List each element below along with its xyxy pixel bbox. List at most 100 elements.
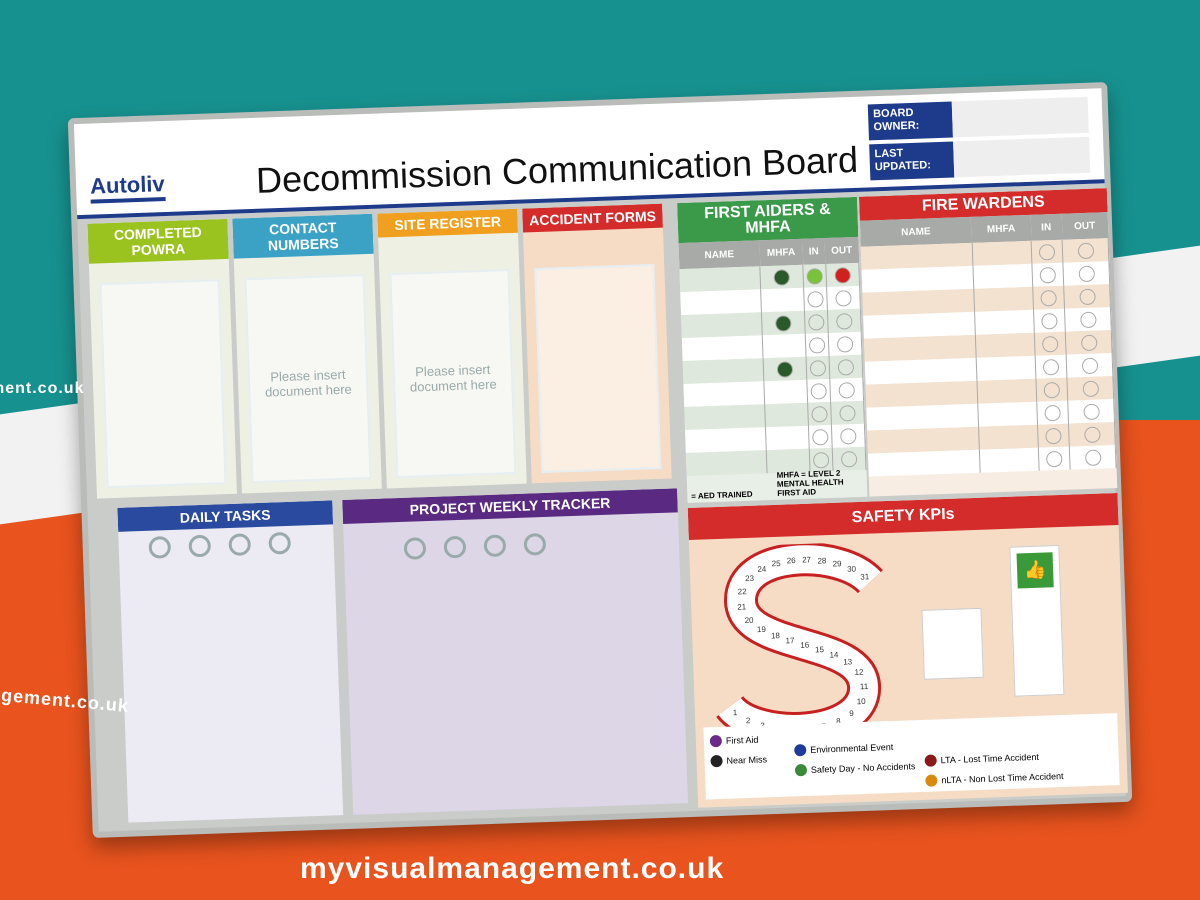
status-slider[interactable]: 👍 xyxy=(1009,545,1065,697)
day-cell[interactable]: 18 xyxy=(771,631,781,640)
mhfa-cell[interactable] xyxy=(765,425,810,451)
mhfa-cell[interactable] xyxy=(979,447,1040,473)
out-cell[interactable] xyxy=(827,308,862,333)
day-cell[interactable]: 29 xyxy=(832,559,842,568)
name-cell[interactable] xyxy=(683,381,765,408)
day-cell[interactable]: 16 xyxy=(800,641,810,650)
name-cell[interactable] xyxy=(679,266,761,293)
out-cell[interactable] xyxy=(831,423,866,448)
document-pocket[interactable] xyxy=(534,263,662,474)
out-cell[interactable] xyxy=(1066,353,1113,378)
out-cell[interactable] xyxy=(1069,445,1117,470)
document-pocket[interactable] xyxy=(99,279,227,489)
name-cell[interactable] xyxy=(682,358,765,385)
name-cell[interactable] xyxy=(685,427,767,454)
mhfa-cell[interactable] xyxy=(760,264,804,290)
in-cell[interactable] xyxy=(806,355,830,380)
in-cell[interactable] xyxy=(1036,400,1069,425)
mhfa-cell[interactable] xyxy=(972,263,1033,289)
aed-marker-icon[interactable] xyxy=(773,268,791,286)
in-cell[interactable] xyxy=(806,378,831,403)
in-cell[interactable] xyxy=(808,424,832,449)
mhfa-cell[interactable] xyxy=(762,333,807,359)
day-cell[interactable]: 26 xyxy=(787,556,797,565)
out-cell[interactable] xyxy=(1062,261,1110,286)
out-cell[interactable] xyxy=(1063,284,1111,309)
last-updated-field[interactable] xyxy=(953,136,1091,178)
out-cell[interactable] xyxy=(826,285,861,310)
out-cell[interactable] xyxy=(1066,376,1114,401)
in-cell[interactable] xyxy=(802,264,827,288)
day-cell[interactable]: 24 xyxy=(757,565,767,574)
ring-binder[interactable] xyxy=(148,531,292,559)
name-cell[interactable] xyxy=(681,335,764,362)
out-cell[interactable] xyxy=(1067,399,1115,424)
day-cell[interactable]: 23 xyxy=(745,574,755,583)
pocket-2[interactable]: CONTACT NUMBERS Please insert document he… xyxy=(232,213,382,494)
out-cell[interactable] xyxy=(827,331,862,356)
mhfa-cell[interactable] xyxy=(976,378,1037,404)
day-cell[interactable]: 27 xyxy=(802,555,812,564)
name-cell[interactable] xyxy=(680,312,763,339)
in-cell[interactable] xyxy=(1035,377,1068,402)
out-cell[interactable] xyxy=(1062,238,1109,263)
day-cell[interactable]: 8 xyxy=(836,717,841,726)
mhfa-cell[interactable] xyxy=(977,401,1038,427)
in-cell[interactable] xyxy=(805,332,829,357)
board-owner-field[interactable] xyxy=(951,96,1089,138)
day-cell[interactable]: 22 xyxy=(738,587,748,596)
out-cell[interactable] xyxy=(1068,422,1116,447)
mhfa-cell[interactable] xyxy=(764,402,809,428)
name-cell[interactable] xyxy=(680,289,762,316)
in-cell[interactable] xyxy=(1035,354,1067,379)
day-cell[interactable]: 2 xyxy=(746,716,751,725)
day-cell[interactable]: 11 xyxy=(860,682,869,691)
day-cell[interactable]: 17 xyxy=(785,636,795,645)
pocket-1[interactable]: COMPLETED POWRA xyxy=(87,218,237,499)
name-cell[interactable] xyxy=(685,450,768,476)
day-cell[interactable]: 25 xyxy=(772,559,782,568)
document-pocket[interactable]: Please insert document here xyxy=(244,274,372,484)
day-cell[interactable]: 31 xyxy=(860,572,870,581)
day-cell[interactable]: 10 xyxy=(857,697,867,706)
document-pocket[interactable]: Please insert document here xyxy=(389,269,517,479)
pocket-3[interactable]: SITE REGISTER Please insert document here xyxy=(377,208,527,489)
out-cell[interactable] xyxy=(829,377,864,402)
in-cell[interactable] xyxy=(1037,423,1070,448)
mhfa-cell[interactable] xyxy=(978,424,1039,450)
mhfa-cell[interactable] xyxy=(764,379,808,405)
mhfa-cell[interactable] xyxy=(972,240,1032,266)
name-cell[interactable] xyxy=(867,449,981,477)
out-cell[interactable] xyxy=(1065,330,1113,355)
mhfa-cell[interactable] xyxy=(760,287,805,313)
mhfa-cell[interactable] xyxy=(974,309,1035,335)
mhfa-cell[interactable] xyxy=(761,310,806,336)
in-cell[interactable] xyxy=(1038,446,1071,471)
day-cell[interactable]: 14 xyxy=(829,650,839,659)
in-cell[interactable] xyxy=(804,309,828,334)
name-cell[interactable] xyxy=(684,404,766,431)
safety-s-calendar[interactable]: 1234567891011121314151617181920212223242… xyxy=(699,541,906,748)
in-cell[interactable] xyxy=(1032,285,1065,310)
in-cell[interactable] xyxy=(1031,239,1063,264)
day-cell[interactable]: 30 xyxy=(847,564,857,573)
day-cell[interactable]: 15 xyxy=(815,645,825,654)
ring-binder[interactable] xyxy=(403,532,547,560)
aed-marker-icon[interactable] xyxy=(775,314,792,332)
in-cell[interactable] xyxy=(1033,308,1066,333)
in-cell[interactable] xyxy=(803,286,828,311)
aed-marker-icon[interactable] xyxy=(776,360,794,378)
out-cell[interactable] xyxy=(1064,307,1112,332)
day-cell[interactable]: 13 xyxy=(843,657,853,666)
mhfa-cell[interactable] xyxy=(763,356,807,382)
mhfa-cell[interactable] xyxy=(976,355,1036,381)
mhfa-cell[interactable] xyxy=(973,286,1034,312)
mhfa-cell[interactable] xyxy=(975,332,1036,358)
day-cell[interactable]: 21 xyxy=(737,602,747,611)
day-cell[interactable]: 28 xyxy=(817,556,827,565)
day-cell[interactable]: 1 xyxy=(733,708,738,717)
out-cell[interactable] xyxy=(828,354,863,379)
in-cell[interactable] xyxy=(1034,331,1067,356)
out-cell[interactable] xyxy=(825,262,860,287)
out-cell[interactable] xyxy=(830,400,865,425)
